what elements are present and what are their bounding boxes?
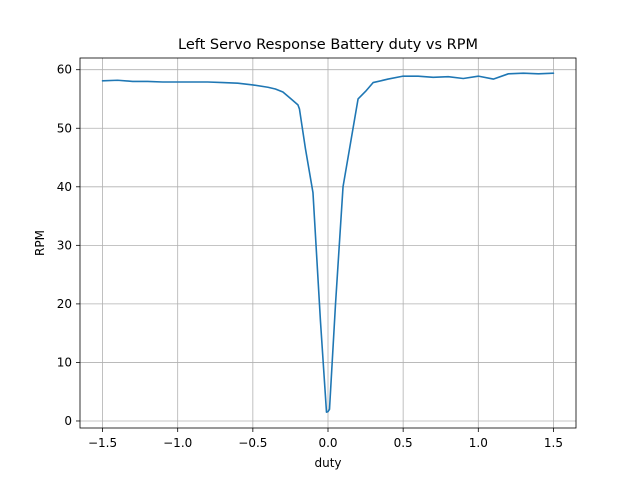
x-tick-label: 0.5 bbox=[394, 436, 413, 450]
x-tick-label: 0.0 bbox=[318, 436, 337, 450]
data-series bbox=[101, 72, 555, 413]
y-tick-label: 20 bbox=[57, 297, 72, 311]
chart-title: Left Servo Response Battery duty vs RPM bbox=[178, 37, 478, 53]
x-tick-label: 1.5 bbox=[544, 436, 563, 450]
y-tick-label: 40 bbox=[57, 180, 72, 194]
y-axis-label: RPM bbox=[33, 230, 47, 256]
x-tick-label: −1.0 bbox=[163, 436, 192, 450]
y-tick-label: 30 bbox=[57, 238, 72, 252]
x-axis-label: duty bbox=[314, 456, 341, 470]
axis-ticks: −1.5 −1.0 −0.5 0.0 0.5 1.0 1.5 0 10 20 30 40 50 60 bbox=[57, 63, 563, 450]
series-line bbox=[101, 72, 555, 413]
x-tick-label: 1.0 bbox=[469, 436, 488, 450]
grid-lines bbox=[80, 58, 576, 428]
y-tick-label: 10 bbox=[57, 355, 72, 369]
y-tick-label: 0 bbox=[64, 414, 72, 428]
x-tick-label: −0.5 bbox=[238, 436, 267, 450]
y-tick-label: 60 bbox=[57, 63, 72, 77]
x-tick-label: −1.5 bbox=[88, 436, 117, 450]
plot-frame bbox=[79, 57, 577, 429]
y-tick-label: 50 bbox=[57, 121, 72, 135]
